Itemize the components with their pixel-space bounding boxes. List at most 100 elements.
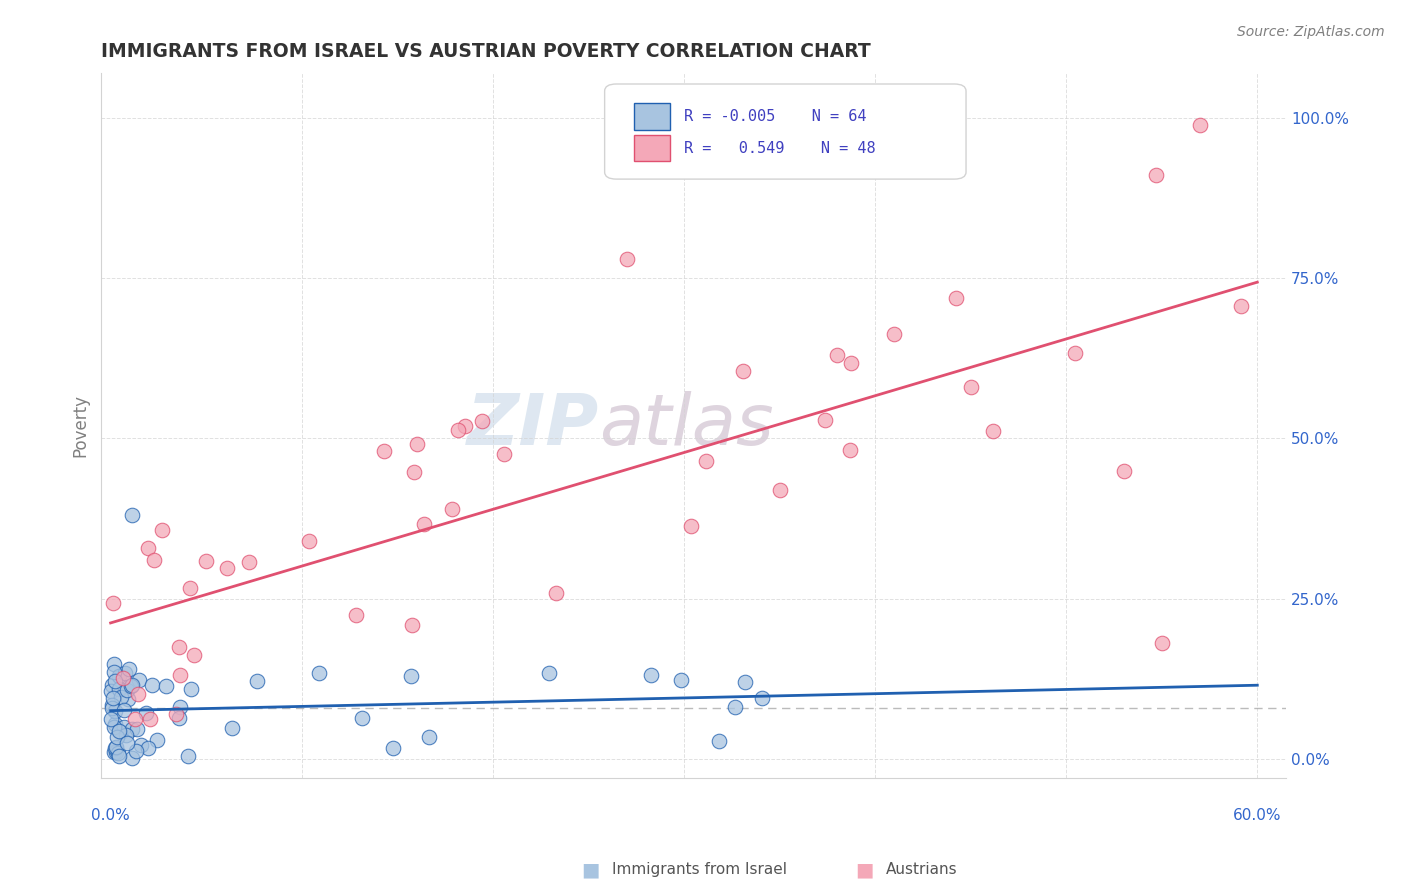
Text: R =   0.549    N = 48: R = 0.549 N = 48 [685,141,876,155]
Text: R = -0.005    N = 64: R = -0.005 N = 64 [685,109,866,124]
Point [103,745,125,759]
Point [108,748,131,763]
Point [640,668,662,682]
Point [246,674,269,689]
Point [103,665,125,679]
Point [418,730,440,744]
Point [308,665,330,680]
Point [959,380,981,394]
Point [616,252,638,267]
Point [108,723,131,738]
Point [167,640,190,654]
Point [401,617,423,632]
Point [183,648,205,662]
Point [104,740,127,755]
Point [104,717,127,731]
Point [440,501,463,516]
Point [167,711,190,725]
Point [100,698,122,712]
Point [825,348,848,362]
Text: ■: ■ [855,860,875,880]
Point [121,722,143,736]
Point [125,722,148,736]
Point [350,711,373,725]
Point [406,437,429,451]
Point [883,326,905,341]
Point [179,581,201,595]
FancyBboxPatch shape [634,135,669,161]
Point [136,541,159,556]
Point [494,447,516,461]
Point [734,674,756,689]
Text: 0.0%: 0.0% [91,808,129,823]
Point [111,671,134,685]
Point [121,678,143,692]
Point [104,674,127,689]
Point [104,740,127,755]
Point [373,443,395,458]
Point [101,596,124,610]
Point [117,691,139,706]
Point [139,712,162,726]
Point [724,699,747,714]
Point [413,517,436,532]
Point [118,662,141,676]
Point [751,690,773,705]
Point [155,679,177,693]
Point [115,728,138,742]
Point [107,730,129,744]
Point [344,608,367,623]
Point [103,657,125,671]
Point [709,733,731,747]
Point [104,704,127,718]
Point [404,465,426,479]
Point [768,483,790,497]
Point [453,419,475,434]
Y-axis label: Poverty: Poverty [72,394,89,458]
Text: 60.0%: 60.0% [1233,808,1281,823]
Point [731,363,754,377]
Point [471,413,494,427]
Point [671,673,693,687]
Point [110,724,132,739]
Point [108,669,131,683]
Point [194,554,217,568]
Point [180,681,202,696]
Point [121,508,143,523]
Text: Immigrants from Israel: Immigrants from Israel [612,863,786,877]
Point [142,552,165,566]
Point [169,668,191,682]
Point [100,712,122,726]
Point [107,681,129,696]
Point [115,683,138,698]
FancyBboxPatch shape [634,103,669,130]
Text: ■: ■ [581,860,600,880]
Point [238,555,260,569]
Point [1150,636,1173,650]
Point [107,746,129,760]
Point [839,356,862,370]
Point [537,665,560,680]
Text: atlas: atlas [599,392,773,460]
Point [215,561,238,575]
Point [127,687,149,701]
Point [221,721,243,735]
Text: Source: ZipAtlas.com: Source: ZipAtlas.com [1237,25,1385,39]
Point [1112,463,1135,477]
Point [169,699,191,714]
Point [165,706,187,721]
Point [141,678,163,692]
Point [298,534,321,549]
Point [124,744,146,758]
Point [1188,118,1211,132]
Point [1144,168,1167,182]
Point [695,454,717,468]
Point [101,677,124,691]
Text: Austrians: Austrians [886,863,957,877]
Point [110,690,132,705]
Point [101,690,124,705]
Point [150,523,173,537]
Point [813,412,835,426]
Point [129,738,152,752]
Text: ZIP: ZIP [467,392,599,460]
